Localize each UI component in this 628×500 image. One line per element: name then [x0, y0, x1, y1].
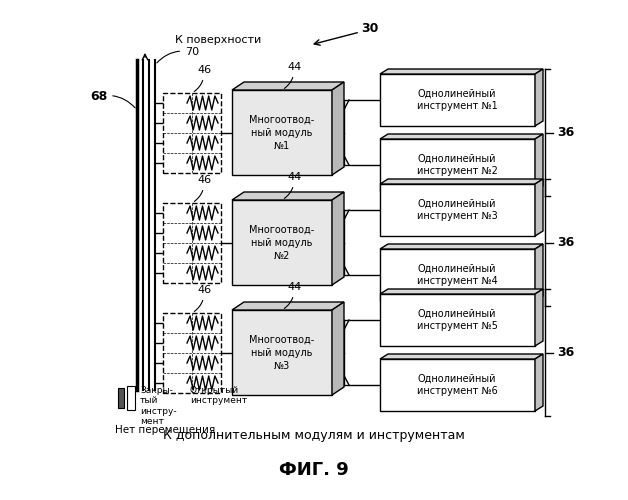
Polygon shape — [232, 192, 344, 200]
Text: 44: 44 — [284, 282, 301, 308]
Text: 36: 36 — [557, 236, 574, 250]
Polygon shape — [332, 82, 344, 175]
Text: Однолинейный
инструмент №1: Однолинейный инструмент №1 — [416, 89, 497, 111]
Polygon shape — [380, 294, 535, 346]
Text: Открытый
инструмент: Открытый инструмент — [190, 386, 247, 406]
Polygon shape — [380, 359, 535, 411]
Text: 44: 44 — [284, 172, 301, 199]
Bar — [163, 313, 221, 393]
Polygon shape — [535, 289, 543, 346]
Polygon shape — [535, 134, 543, 191]
Text: Однолинейный
инструмент №4: Однолинейный инструмент №4 — [416, 264, 497, 286]
Text: Однолинейный
инструмент №6: Однолинейный инструмент №6 — [416, 374, 497, 396]
Text: 36: 36 — [557, 346, 574, 360]
Text: Закры-
тый
инстру-
мент: Закры- тый инстру- мент — [140, 386, 176, 426]
Text: Многоотвод-
ный модуль
№2: Многоотвод- ный модуль №2 — [249, 225, 315, 261]
Polygon shape — [380, 244, 543, 249]
Polygon shape — [380, 289, 543, 294]
Polygon shape — [380, 139, 535, 191]
Polygon shape — [232, 200, 332, 285]
Polygon shape — [380, 179, 543, 184]
Polygon shape — [380, 69, 543, 74]
Polygon shape — [380, 249, 535, 301]
Polygon shape — [535, 244, 543, 301]
Polygon shape — [535, 69, 543, 126]
Text: 36: 36 — [557, 126, 574, 140]
Text: К дополнительным модулям и инструментам: К дополнительным модулям и инструментам — [163, 428, 465, 442]
Text: 30: 30 — [361, 22, 379, 35]
Text: 44: 44 — [284, 62, 301, 88]
Bar — [163, 93, 221, 173]
Polygon shape — [332, 192, 344, 285]
Polygon shape — [380, 354, 543, 359]
Polygon shape — [232, 302, 344, 310]
Polygon shape — [535, 354, 543, 411]
Polygon shape — [232, 90, 332, 175]
Polygon shape — [232, 310, 332, 395]
Text: Многоотвод-
ный модуль
№3: Многоотвод- ный модуль №3 — [249, 335, 315, 371]
Polygon shape — [380, 134, 543, 139]
Text: ФИГ. 9: ФИГ. 9 — [279, 461, 349, 479]
Polygon shape — [380, 184, 535, 236]
Bar — [163, 203, 221, 283]
Polygon shape — [232, 82, 344, 90]
Text: Многоотвод-
ный модуль
№1: Многоотвод- ный модуль №1 — [249, 115, 315, 151]
Bar — [118, 388, 124, 408]
Text: 70: 70 — [157, 47, 199, 63]
Text: 46: 46 — [194, 65, 211, 92]
Text: Однолинейный
инструмент №2: Однолинейный инструмент №2 — [416, 154, 497, 176]
Text: 46: 46 — [194, 175, 211, 202]
Polygon shape — [380, 74, 535, 126]
Polygon shape — [535, 179, 543, 236]
Text: 68: 68 — [90, 90, 135, 108]
Text: 46: 46 — [194, 285, 211, 312]
Bar — [127, 386, 135, 410]
Text: Однолинейный
инструмент №3: Однолинейный инструмент №3 — [416, 199, 497, 221]
Text: Нет перемещения: Нет перемещения — [115, 425, 215, 435]
Text: Однолинейный
инструмент №5: Однолинейный инструмент №5 — [416, 309, 497, 331]
Polygon shape — [332, 302, 344, 395]
Text: К поверхности: К поверхности — [175, 35, 261, 45]
